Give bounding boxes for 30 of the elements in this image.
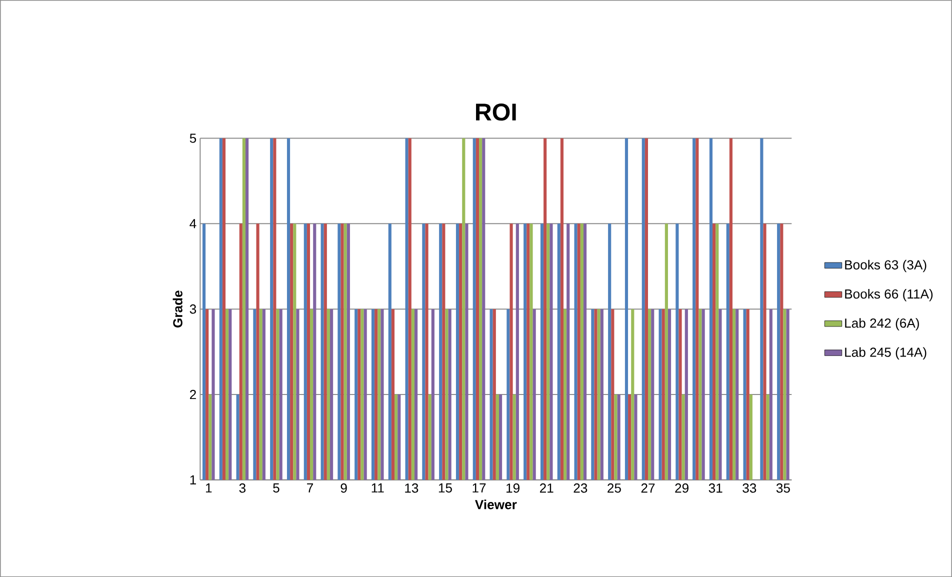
y-tick-label: 5 (190, 134, 196, 143)
x-tick-label: 29 (675, 483, 688, 493)
x-tick-label: 13 (405, 483, 418, 493)
x-tick-label: 15 (438, 483, 452, 492)
x-tick-label: 33 (742, 483, 756, 493)
x-tick-label: 23 (574, 483, 588, 493)
y-tick-label: 1 (190, 475, 196, 484)
x-tick-label: 19 (506, 483, 520, 493)
x-tick-label: 7 (307, 483, 313, 492)
legend-label: Books 66 (11A) (845, 288, 933, 302)
x-tick-label: 9 (340, 483, 347, 493)
y-tick-label: 4 (190, 219, 196, 228)
x-tick-label: 1 (206, 483, 212, 492)
x-tick-label: 3 (239, 483, 246, 493)
y-tick-label: 2 (190, 390, 196, 399)
y-axis-title: Grade (172, 290, 182, 328)
legend-label: Lab 245 (14A) (845, 347, 926, 360)
x-tick-label: 21 (540, 483, 554, 492)
legend-label: Lab 242 (6A) (845, 318, 919, 330)
x-tick-label: 31 (708, 483, 722, 493)
legend-label: Books 63 (3A) (845, 260, 926, 272)
x-tick-label: 17 (472, 483, 486, 492)
chart-title: ROI (476, 103, 516, 121)
x-axis-title: Viewer (475, 500, 517, 510)
x-tick-label: 35 (776, 483, 790, 493)
x-tick-label: 5 (273, 483, 280, 492)
y-tick-label: 3 (190, 304, 196, 314)
x-tick-label: 11 (372, 483, 384, 492)
x-tick-label: 27 (641, 483, 655, 492)
x-tick-label: 25 (608, 483, 621, 493)
